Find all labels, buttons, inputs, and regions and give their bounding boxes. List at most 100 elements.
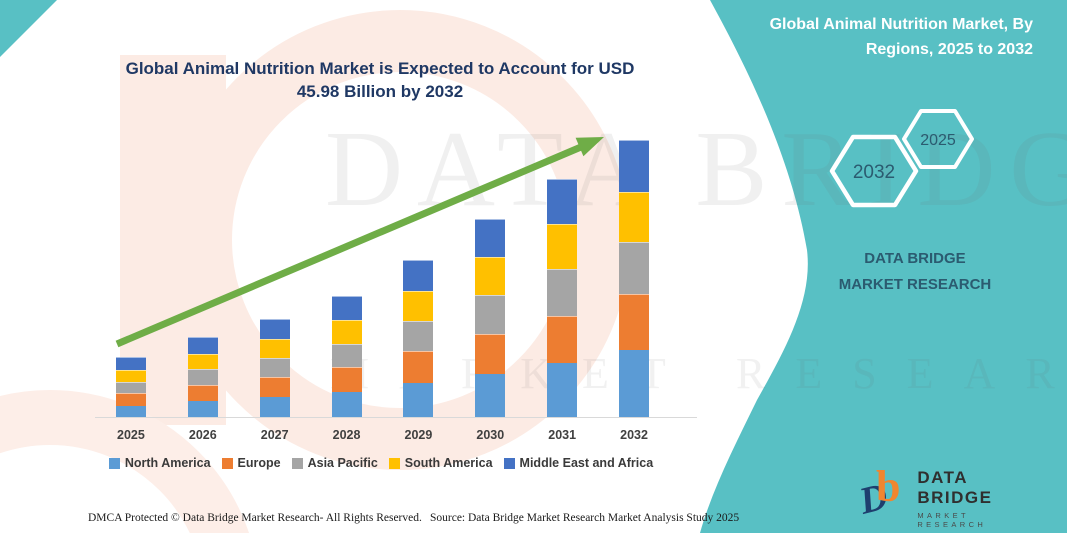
bar-segment-2027-south-america bbox=[259, 338, 290, 359]
logo-text-block: DATA BRIDGE MARKET RESEARCH bbox=[917, 468, 1042, 529]
legend-label: Europe bbox=[237, 456, 281, 470]
footer-source-text: Source: Data Bridge Market Research Mark… bbox=[430, 512, 740, 524]
databridge-logo-icon: D b bbox=[855, 462, 911, 527]
stacked-bar-2032 bbox=[619, 140, 650, 417]
bar-segment-2031-middle-east-and-africa bbox=[547, 179, 578, 225]
bar-segment-2025-north-america bbox=[115, 406, 146, 417]
legend-label: Asia Pacific bbox=[307, 456, 378, 470]
bar-segment-2027-north-america bbox=[259, 397, 290, 417]
logo-name: DATA BRIDGE bbox=[917, 467, 993, 507]
x-axis-line bbox=[95, 417, 697, 418]
legend-swatch-north-america bbox=[108, 457, 120, 469]
bar-segment-2026-asia-pacific bbox=[187, 369, 218, 385]
chart-title-line1: Global Animal Nutrition Market is Expect… bbox=[125, 59, 635, 78]
legend-swatch-asia-pacific bbox=[291, 457, 303, 469]
panel-title: Global Animal Nutrition Market, By Regio… bbox=[769, 16, 1033, 58]
x-axis-label-2025: 2025 bbox=[117, 428, 145, 442]
chart-title-line2: 45.98 Billion by 2032 bbox=[296, 82, 464, 101]
bar-segment-2025-south-america bbox=[115, 370, 146, 383]
bar-segment-2026-north-america bbox=[187, 400, 218, 417]
x-axis-label-2030: 2030 bbox=[476, 428, 505, 442]
bar-segment-2027-europe bbox=[259, 376, 290, 398]
bar-segment-2029-middle-east-and-africa bbox=[403, 259, 434, 291]
bar-segment-2026-south-america bbox=[187, 353, 218, 370]
x-axis-label-2029: 2029 bbox=[404, 428, 433, 442]
chart-title: Global Animal Nutrition Market is Expect… bbox=[70, 57, 690, 103]
bar-segment-2032-europe bbox=[619, 293, 650, 350]
corner-triangle bbox=[0, 0, 57, 57]
bar-column-2031 bbox=[526, 99, 598, 417]
bar-segment-2027-asia-pacific bbox=[259, 358, 290, 377]
bar-segment-2031-europe bbox=[547, 315, 578, 364]
legend-label: North America bbox=[124, 456, 211, 470]
bar-segment-2032-north-america bbox=[619, 349, 650, 417]
bar-segment-2031-asia-pacific bbox=[547, 268, 578, 316]
bar-segment-2028-middle-east-and-africa bbox=[331, 296, 362, 321]
bar-segment-2028-north-america bbox=[331, 391, 362, 417]
bar-segment-2032-middle-east-and-africa bbox=[619, 140, 650, 193]
legend-label: Middle East and Africa bbox=[519, 456, 654, 470]
right-panel-shape bbox=[700, 0, 1067, 533]
logo-subtitle: MARKET RESEARCH bbox=[917, 510, 987, 529]
stacked-bar-2031 bbox=[547, 179, 578, 417]
bar-column-2026 bbox=[167, 99, 239, 417]
footer-dmca-text: DMCA Protected © Data Bridge Market Rese… bbox=[88, 512, 422, 524]
bar-segment-2029-asia-pacific bbox=[403, 320, 434, 352]
bar-column-2032 bbox=[598, 99, 670, 417]
stacked-bar-2029 bbox=[403, 259, 434, 417]
stacked-bar-2030 bbox=[475, 218, 506, 417]
bar-segment-2031-south-america bbox=[547, 224, 578, 269]
bar-segment-2030-europe bbox=[475, 333, 506, 374]
bar-segment-2028-south-america bbox=[331, 320, 362, 344]
legend-swatch-europe bbox=[221, 457, 233, 469]
x-axis-labels: 2025 2026 2027 2028 2029 2030 2031 2032 bbox=[95, 428, 670, 442]
bar-segment-2032-asia-pacific bbox=[619, 241, 650, 294]
legend-label: South America bbox=[404, 456, 493, 470]
bar-segment-2029-north-america bbox=[403, 383, 434, 417]
legend-swatch-middle-east-and-africa bbox=[503, 457, 515, 469]
legend-item-asia-pacific: Asia Pacific bbox=[291, 456, 378, 470]
bar-segment-2028-europe bbox=[331, 367, 362, 392]
panel-brand-text: DATA BRIDGE MARKET RESEARCH bbox=[838, 250, 992, 293]
bar-column-2028 bbox=[311, 99, 383, 417]
x-axis-label-2027: 2027 bbox=[260, 428, 289, 442]
chart-legend: North America Europe Asia Pacific South Ame… bbox=[85, 456, 677, 470]
logo-b-glyph: b bbox=[876, 462, 901, 511]
x-axis-label-2028: 2028 bbox=[332, 428, 361, 442]
bar-segment-2030-asia-pacific bbox=[475, 294, 506, 334]
legend-item-north-america: North America bbox=[108, 456, 211, 470]
x-axis-label-2031: 2031 bbox=[548, 428, 577, 442]
stacked-bar-2026 bbox=[187, 336, 218, 417]
legend-item-south-america: South America bbox=[388, 456, 493, 470]
bar-segment-2025-asia-pacific bbox=[115, 382, 146, 393]
databridge-logo: D b DATA BRIDGE MARKET RESEARCH bbox=[855, 462, 1042, 529]
bar-column-2029 bbox=[383, 99, 455, 417]
stacked-bar-2025 bbox=[115, 357, 146, 417]
bar-chart-plot-area bbox=[95, 99, 670, 417]
bar-segment-2025-middle-east-and-africa bbox=[115, 357, 146, 371]
bar-segment-2030-south-america bbox=[475, 256, 506, 295]
bar-segment-2025-europe bbox=[115, 392, 146, 407]
legend-item-europe: Europe bbox=[221, 456, 281, 470]
bar-segment-2028-asia-pacific bbox=[331, 343, 362, 368]
stacked-bar-2028 bbox=[331, 296, 362, 417]
bar-column-2027 bbox=[239, 99, 311, 417]
legend-item-middle-east-and-africa: Middle East and Africa bbox=[503, 456, 654, 470]
bar-segment-2030-middle-east-and-africa bbox=[475, 218, 506, 257]
bar-segment-2029-europe bbox=[403, 351, 434, 384]
stacked-bar-2027 bbox=[259, 318, 290, 417]
bar-column-2030 bbox=[454, 99, 526, 417]
bar-segment-2030-north-america bbox=[475, 373, 506, 417]
x-axis-label-2026: 2026 bbox=[188, 428, 217, 442]
bar-segment-2031-north-america bbox=[547, 363, 578, 417]
x-axis-label-2032: 2032 bbox=[620, 428, 648, 442]
bar-segment-2026-europe bbox=[187, 384, 218, 401]
bar-column-2025 bbox=[95, 99, 167, 417]
legend-swatch-south-america bbox=[388, 457, 400, 469]
bar-segment-2032-south-america bbox=[619, 192, 650, 242]
bar-segment-2029-south-america bbox=[403, 290, 434, 321]
bar-segment-2026-middle-east-and-africa bbox=[187, 336, 218, 354]
bar-segment-2027-middle-east-and-africa bbox=[259, 318, 290, 339]
